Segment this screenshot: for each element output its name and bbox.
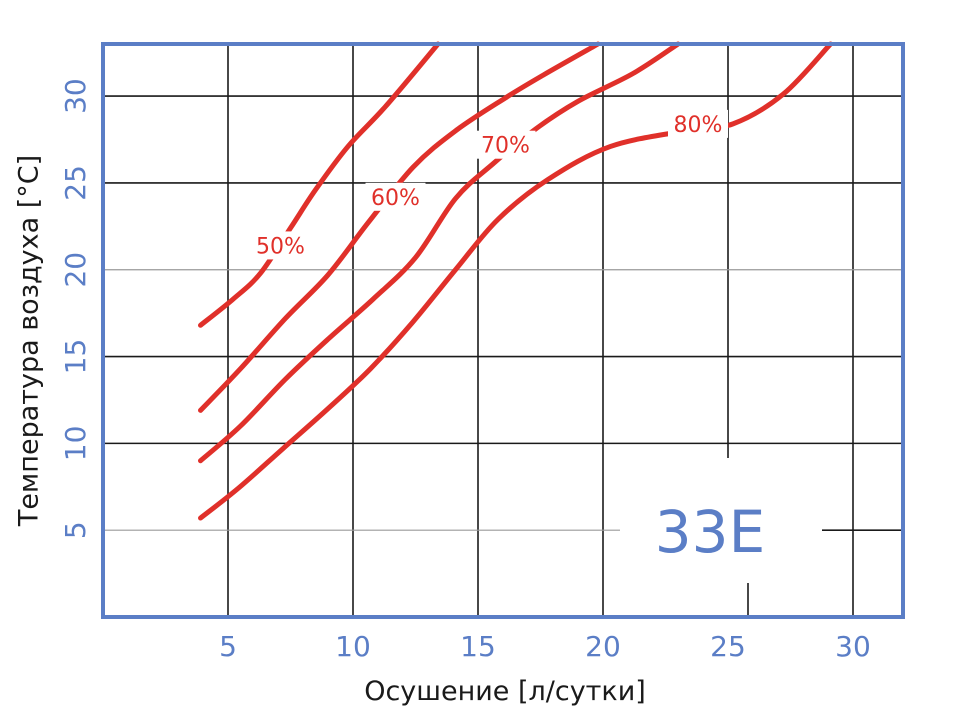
y-axis-ticks: 5 10 15 20 25 30 — [59, 78, 92, 539]
curve-80-percent — [198, 41, 833, 521]
x-tick-label: 30 — [835, 630, 871, 663]
curve-label: 60% — [371, 186, 420, 211]
curve-label-background — [668, 109, 728, 138]
curve-label: 50% — [256, 234, 305, 259]
x-tick-label: 20 — [585, 630, 621, 663]
y-tick-label: 10 — [59, 426, 92, 462]
curve-label: 80% — [674, 113, 723, 138]
model-label-background — [622, 470, 817, 580]
curve-label-background — [250, 231, 311, 260]
curve-50-percent — [198, 41, 441, 328]
curves — [198, 41, 833, 521]
curve-label: 70% — [481, 134, 530, 159]
curve-60-percent — [198, 41, 601, 413]
curve-label-background — [365, 182, 426, 211]
x-tick-label: 5 — [219, 630, 237, 663]
x-tick-label: 25 — [710, 630, 746, 663]
curve-label-background — [475, 130, 536, 159]
y-axis-label: Температура воздуха [°C] — [14, 155, 45, 527]
grid — [103, 44, 903, 617]
model-label: 33E — [655, 498, 765, 566]
x-tick-label: 15 — [460, 630, 496, 663]
x-axis-ticks: 5 10 15 20 25 30 — [219, 630, 871, 663]
x-tick-label: 10 — [335, 630, 371, 663]
curve-labels: 50% 60% 70% 80% — [250, 109, 728, 260]
x-axis-label: Осушение [л/сутки] — [364, 676, 646, 707]
plot-frame — [101, 42, 905, 619]
y-tick-label: 20 — [59, 252, 92, 288]
y-tick-label: 30 — [59, 78, 92, 114]
y-tick-label: 15 — [59, 339, 92, 375]
y-tick-label: 5 — [59, 521, 92, 539]
y-tick-label: 25 — [59, 165, 92, 201]
curve-70-percent — [198, 41, 681, 464]
